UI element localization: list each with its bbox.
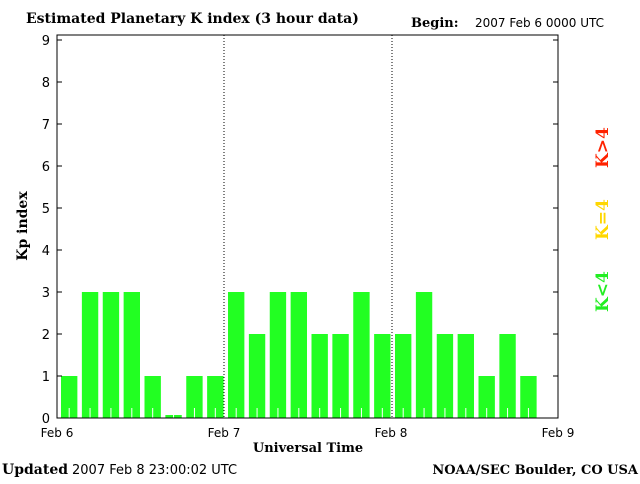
bar [228, 292, 245, 418]
bars [61, 292, 537, 418]
bar [207, 376, 224, 418]
updated-value: 2007 Feb 8 23:00:02 UTC [72, 463, 237, 478]
bar [81, 292, 99, 418]
bar [520, 376, 537, 418]
chart-title: Estimated Planetary K index (3 hour data… [26, 11, 359, 27]
begin-value: 2007 Feb 6 0000 UTC [475, 16, 604, 30]
plot-frame [56, 34, 559, 419]
bar [144, 376, 161, 418]
y-tick-label: 0 [42, 412, 50, 427]
bar [478, 376, 495, 418]
legend-k-greater-4: K>4 [593, 127, 613, 168]
y-tick-label: 4 [42, 244, 50, 259]
x-tick-label: Feb 7 [208, 426, 241, 440]
bar [374, 334, 391, 418]
bar [102, 292, 120, 418]
legend-k-less-4: K<4 [593, 271, 613, 312]
source-credit: NOAA/SEC Boulder, CO USA [432, 463, 639, 478]
y-axis: 0 1 2 3 4 5 6 7 8 9 [42, 34, 558, 427]
y-tick-label: 5 [42, 202, 50, 217]
y-tick-label: 7 [42, 118, 50, 133]
x-tick-label: Feb 8 [375, 426, 408, 440]
bar [311, 334, 328, 418]
bar [332, 334, 349, 418]
bar [395, 334, 412, 418]
bar [290, 292, 307, 418]
legend-k-equal-4: K=4 [593, 199, 613, 240]
bar [415, 292, 433, 418]
bar [457, 334, 474, 418]
y-tick-label: 8 [42, 76, 50, 91]
y-tick-label: 1 [42, 370, 50, 385]
bar [436, 334, 454, 418]
y-tick-label: 3 [42, 286, 50, 301]
y-tick-label: 2 [42, 328, 50, 343]
bar [353, 292, 370, 418]
bar [248, 334, 266, 418]
bar [499, 334, 516, 418]
updated-label: Updated [2, 462, 68, 478]
bar [61, 376, 78, 418]
y-tick-label: 6 [42, 160, 50, 175]
bar [269, 292, 287, 418]
x-axis: Feb 6 Feb 7 Feb 8 Feb 9 [41, 426, 575, 440]
y-tick-label: 9 [42, 34, 50, 49]
y-axis-label: Kp index [15, 191, 31, 261]
x-axis-label: Universal Time [253, 441, 363, 456]
x-tick-label: Feb 6 [41, 426, 74, 440]
x-tick-label: Feb 9 [542, 426, 575, 440]
begin-label: Begin: [411, 16, 459, 31]
bar [186, 376, 203, 418]
bar [123, 292, 140, 418]
